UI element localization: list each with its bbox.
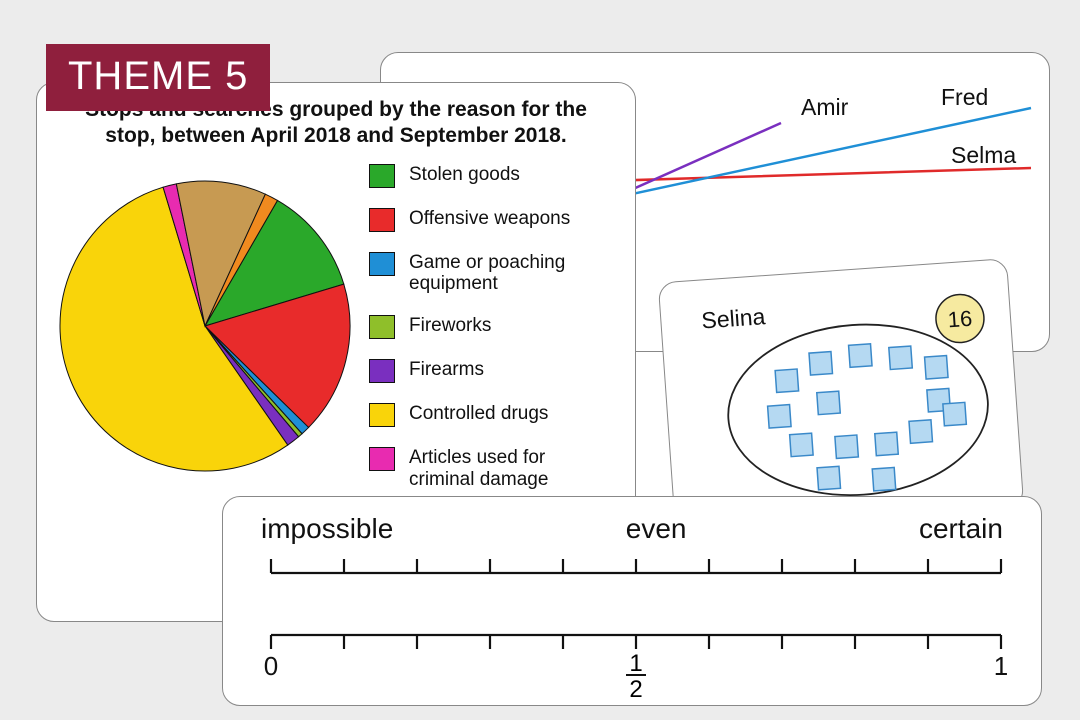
legend-swatch <box>369 208 395 232</box>
prob-label-certain: certain <box>919 513 1003 545</box>
selina-square <box>875 432 898 455</box>
probability-word-labels: impossible even certain <box>261 513 1003 545</box>
prob-num-label: 2 <box>629 676 642 703</box>
prob-label-even: even <box>626 513 687 545</box>
legend-label: Offensive weapons <box>409 208 570 230</box>
prob-num-label: 1 <box>629 650 642 677</box>
legend-label: Stolen goods <box>409 164 520 186</box>
selina-square <box>872 467 895 490</box>
legend-swatch <box>369 252 395 276</box>
pie-chart-svg <box>55 156 355 476</box>
selina-svg: Selina 16 <box>659 259 1026 533</box>
legend-label: Fireworks <box>409 315 491 337</box>
prob-num-label: 0 <box>264 651 278 681</box>
legend-swatch <box>369 164 395 188</box>
legend-row: Articles used for criminal damage <box>369 447 617 491</box>
selina-square <box>790 433 813 456</box>
legend-label: Firearms <box>409 359 484 381</box>
prob-num-label: 1 <box>994 651 1008 681</box>
selina-square <box>925 356 948 379</box>
selina-square <box>909 420 932 443</box>
pie-legend: Stolen goods Offensive weapons Game or poa… <box>355 156 617 511</box>
selina-badge-value: 16 <box>947 306 973 333</box>
theme-badge-label: THEME 5 <box>68 54 248 98</box>
selina-square <box>817 391 840 414</box>
legend-label: Controlled drugs <box>409 403 548 425</box>
legend-row: Controlled drugs <box>369 403 617 427</box>
prob-label-impossible: impossible <box>261 513 393 545</box>
legend-row: Fireworks <box>369 315 617 339</box>
line-label-amir: Amir <box>801 94 849 120</box>
probability-scale-card: impossible even certain 0121 <box>222 496 1042 706</box>
legend-row: Offensive weapons <box>369 208 617 232</box>
legend-swatch <box>369 315 395 339</box>
legend-row: Firearms <box>369 359 617 383</box>
legend-row: Game or poaching equipment <box>369 252 617 296</box>
legend-swatch <box>369 359 395 383</box>
line-label-selma: Selma <box>951 142 1016 168</box>
selina-square <box>809 352 832 375</box>
line-label-fred: Fred <box>941 84 988 110</box>
legend-swatch <box>369 403 395 427</box>
selina-square <box>817 466 840 489</box>
selina-square <box>768 405 791 428</box>
theme-badge: THEME 5 <box>46 44 270 111</box>
selina-card: Selina 16 <box>658 258 1025 532</box>
selina-square <box>889 346 912 369</box>
legend-label: Articles used for criminal damage <box>409 447 609 491</box>
selina-square <box>943 402 966 425</box>
legend-swatch <box>369 447 395 471</box>
selina-square <box>775 369 798 392</box>
selina-title: Selina <box>701 303 767 333</box>
selina-square <box>849 344 872 367</box>
legend-row: Stolen goods <box>369 164 617 188</box>
legend-label: Game or poaching equipment <box>409 252 609 296</box>
selina-square <box>835 435 858 458</box>
probability-svg: 0121 <box>251 545 1021 705</box>
